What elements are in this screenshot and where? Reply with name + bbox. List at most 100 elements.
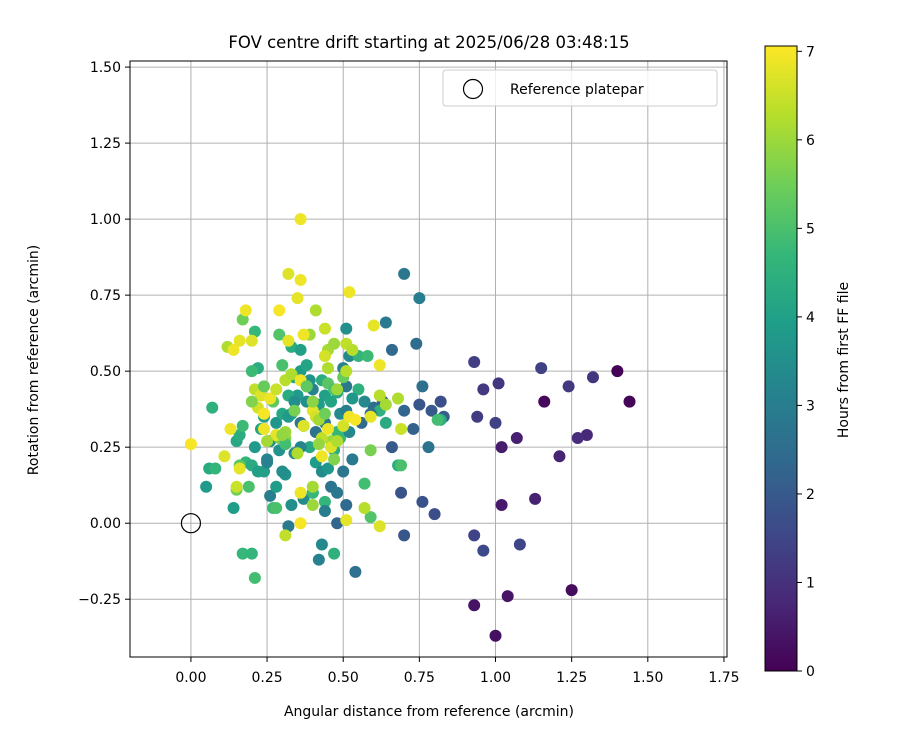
data-point [312,438,325,451]
x-axis-ticks: 0.00 0.25 0.50 0.75 1.00 1.25 1.50 1.75 [175,657,740,686]
data-point [245,365,258,378]
data-point [331,435,344,448]
data-point [264,489,277,502]
plot-frame [129,60,728,658]
legend: Reference platepar [442,69,718,107]
data-point [413,398,426,411]
data-point [312,553,325,566]
data-point [425,404,438,417]
data-point [224,422,237,435]
data-points [180,213,636,642]
y-axis-ticks: −0.25 0.00 0.25 0.50 0.75 1.00 1.25 1.50 [78,60,130,608]
data-point [398,404,411,417]
data-point [468,599,481,612]
y-tick-label: 0.00 [90,516,121,532]
data-point [294,273,307,286]
data-point [264,392,277,405]
data-point [282,520,295,533]
data-point [282,334,295,347]
data-point [328,337,341,350]
y-tick-label: 1.50 [90,60,121,76]
data-point [471,410,484,423]
data-point [328,547,341,560]
data-point [385,441,398,454]
data-point [300,359,313,372]
data-point [245,547,258,560]
data-point [340,322,353,335]
colorbar-ticks: 0 1 2 3 4 5 6 7 [797,44,815,680]
data-point [291,292,304,305]
colorbar-tick-label: 2 [806,487,815,503]
data-point [340,498,353,511]
data-point [309,304,322,317]
x-tick-label: 1.00 [480,670,511,686]
colorbar-tick-label: 0 [806,664,815,680]
grid-lines [130,61,727,657]
data-point [306,395,319,408]
data-point [379,398,392,411]
data-point [373,389,386,402]
data-point [398,267,411,280]
data-point [321,362,334,375]
colorbar-tick-label: 4 [806,310,815,326]
x-tick-label: 1.75 [708,670,739,686]
x-axis-label: Angular distance from reference (arcmin) [284,704,574,720]
data-point [318,505,331,518]
data-point [270,480,283,493]
data-point [331,517,344,530]
data-point [261,435,274,448]
data-point [586,371,599,384]
data-point [477,383,490,396]
data-point [340,380,353,393]
data-point [367,319,380,332]
data-point [413,292,426,305]
data-point [364,444,377,457]
data-point [294,213,307,226]
data-point [276,359,289,372]
x-tick-label: 1.25 [556,670,587,686]
data-point [489,629,502,642]
data-point [379,416,392,429]
x-tick-label: 0.00 [175,670,206,686]
data-point [248,571,261,584]
data-point [258,465,271,478]
data-point [337,465,350,478]
data-point [477,544,490,557]
data-point [276,465,289,478]
data-point [248,325,261,338]
data-point [392,392,405,405]
data-point [565,584,578,597]
data-point [571,432,584,445]
data-point [513,538,526,551]
data-point [315,450,328,463]
data-point [306,480,319,493]
data-point [318,322,331,335]
data-point [254,389,267,402]
data-point [270,383,283,396]
data-point [398,529,411,542]
data-point [233,429,246,442]
data-point [623,395,636,408]
data-point [580,429,593,442]
y-tick-label: 0.25 [90,440,121,456]
data-point [321,462,334,475]
colorbar-tick-label: 1 [806,575,815,591]
data-point [328,453,341,466]
data-point [352,383,365,396]
data-point [318,407,331,420]
data-point [385,343,398,356]
data-point [346,453,359,466]
data-point [285,368,298,381]
data-point [358,502,371,514]
data-point [318,495,331,508]
data-point [395,459,408,472]
data-point [297,328,310,341]
x-tick-label: 0.75 [404,670,435,686]
y-tick-label: 1.00 [90,212,121,228]
data-point [331,383,344,396]
data-point [288,395,301,408]
data-point [510,432,523,445]
colorbar-tick-label: 3 [806,398,815,414]
data-point [294,517,307,530]
